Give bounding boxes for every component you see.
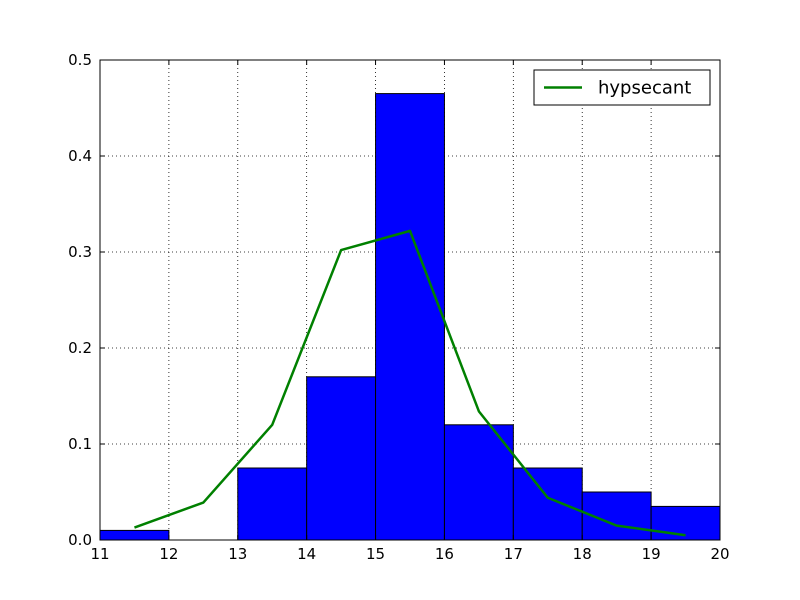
x-tick-label: 18 xyxy=(573,545,592,563)
x-tick-label: 13 xyxy=(228,545,247,563)
plot-frame xyxy=(99,59,721,541)
x-tick-labels: 11 12 13 14 15 16 17 18 19 20 xyxy=(90,545,729,563)
y-tick-label: 0.4 xyxy=(68,147,92,165)
x-tick-label: 17 xyxy=(504,545,523,563)
histogram-bar xyxy=(375,93,445,541)
x-tick-label: 12 xyxy=(159,545,178,563)
y-tick-label: 0.0 xyxy=(68,531,92,549)
histogram-bar xyxy=(443,424,514,541)
legend-label: hypsecant xyxy=(598,78,691,99)
histogram-bar xyxy=(512,467,583,541)
y-tick-label: 0.1 xyxy=(68,435,92,453)
legend: hypsecant xyxy=(533,69,711,106)
histogram-bar xyxy=(306,376,377,541)
x-tick-label: 15 xyxy=(366,545,385,563)
axis-ticks xyxy=(99,59,721,541)
histogram-bar xyxy=(237,467,308,541)
x-tick-label: 19 xyxy=(642,545,661,563)
y-tick-label: 0.2 xyxy=(68,339,92,357)
series-lines xyxy=(134,229,686,537)
x-tick-label: 14 xyxy=(297,545,316,563)
x-tick-label: 11 xyxy=(90,545,109,563)
y-tick-labels: 0.0 0.1 0.2 0.3 0.4 0.5 xyxy=(68,51,92,549)
histogram-bar xyxy=(99,529,170,541)
x-tick-label: 16 xyxy=(435,545,454,563)
series-line-hypsecant xyxy=(134,229,686,537)
y-tick-label: 0.3 xyxy=(68,243,92,261)
x-tick-label: 20 xyxy=(710,545,729,563)
y-tick-label: 0.5 xyxy=(68,51,92,69)
